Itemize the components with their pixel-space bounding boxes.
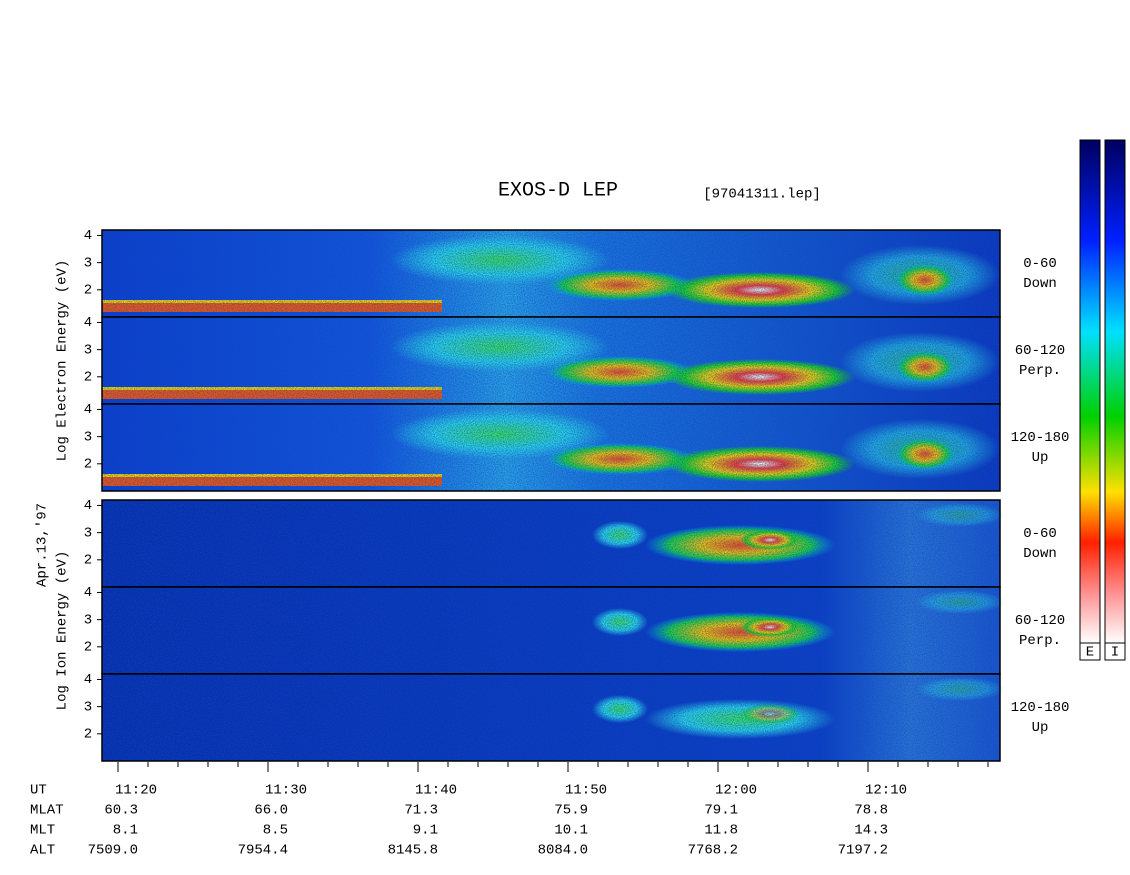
y-tick-label: 3	[84, 342, 92, 358]
panel-direction: Perp.	[1019, 633, 1061, 649]
y-tick-label: 4	[84, 315, 92, 331]
ut-label: 12:10	[865, 783, 907, 799]
spectrogram-panel	[101, 229, 1001, 318]
ephemeris-value: 7954.4	[238, 843, 288, 859]
ephemeris-row-label: MLT	[30, 823, 55, 839]
ephemeris-value: 79.1	[704, 803, 738, 819]
ut-label: 12:00	[715, 783, 757, 799]
ephemeris-value: 78.8	[854, 803, 888, 819]
y-tick-label: 2	[84, 457, 92, 473]
ephemeris-value: 7768.2	[688, 843, 738, 859]
spectrogram-panel	[101, 586, 1005, 675]
ephemeris-value: 8084.0	[538, 843, 588, 859]
panel-frame	[101, 403, 1001, 492]
y-tick-label: 2	[84, 727, 92, 743]
ut-label: 11:50	[565, 783, 607, 799]
noise	[102, 674, 1000, 761]
group-label: Log Ion Energy (eV)	[55, 551, 71, 711]
color-bar	[1079, 139, 1101, 644]
spectrogram-panel	[101, 316, 1001, 405]
y-tick-label: 3	[84, 255, 92, 271]
y-tick-label: 3	[84, 429, 92, 445]
panel-angle: 0-60	[1023, 526, 1057, 542]
ephemeris-value: 66.0	[254, 803, 288, 819]
ephemeris-row-label: MLAT	[30, 803, 64, 819]
ut-label: 11:40	[415, 783, 457, 799]
spectrogram-panel	[101, 499, 1005, 588]
y-tick-label: 4	[84, 498, 92, 514]
color-bar	[1104, 139, 1126, 644]
ut-label: 11:20	[115, 783, 157, 799]
color-bar-label-box	[1079, 642, 1101, 661]
panel-direction: Perp.	[1019, 363, 1061, 379]
ephemeris-value: 60.3	[104, 803, 138, 819]
ephemeris-row-label: UT	[30, 783, 47, 799]
ephemeris-value: 8.5	[263, 823, 288, 839]
title: EXOS-D LEP	[498, 179, 618, 202]
panel-angle: 60-120	[1015, 613, 1065, 629]
y-tick-label: 3	[84, 699, 92, 715]
ephemeris-value: 14.3	[854, 823, 888, 839]
panel-direction: Down	[1023, 276, 1057, 292]
y-tick-label: 4	[84, 585, 92, 601]
ephemeris-row-label: ALT	[30, 843, 55, 859]
y-tick-label: 2	[84, 370, 92, 386]
panel-angle: 120-180	[1011, 430, 1070, 446]
ephemeris-value: 10.1	[554, 823, 588, 839]
panel-frame	[101, 673, 1001, 762]
spectrogram-panel	[101, 403, 1001, 492]
ephemeris-value: 8.1	[113, 823, 138, 839]
y-tick-label: 4	[84, 672, 92, 688]
y-tick-label: 4	[84, 402, 92, 418]
panel-direction: Up	[1032, 450, 1049, 466]
color-bar-label-box	[1104, 642, 1126, 661]
ephemeris-value: 8145.8	[388, 843, 438, 859]
ephemeris-value: 71.3	[404, 803, 438, 819]
spectrogram-panel	[101, 673, 1005, 762]
y-tick-label: 3	[84, 525, 92, 541]
date-label: Apr.13,'97	[35, 503, 51, 587]
noise	[102, 587, 1000, 674]
y-tick-label: 2	[84, 553, 92, 569]
panel-angle: 0-60	[1023, 256, 1057, 272]
color-bar-label: E	[1086, 645, 1094, 661]
group-label: Log Electron Energy (eV)	[55, 260, 71, 462]
panel-angle: 60-120	[1015, 343, 1065, 359]
ephemeris-value: 9.1	[413, 823, 438, 839]
ephemeris-value: 11.8	[704, 823, 738, 839]
noise	[102, 404, 1000, 491]
noise	[102, 230, 1000, 317]
y-tick-label: 2	[84, 640, 92, 656]
ephemeris-value: 75.9	[554, 803, 588, 819]
ephemeris-value: 7197.2	[838, 843, 888, 859]
ut-label: 11:30	[265, 783, 307, 799]
ephemeris-value: 7509.0	[88, 843, 138, 859]
file-name: [97041311.lep]	[703, 187, 821, 203]
panel-angle: 120-180	[1011, 700, 1070, 716]
y-tick-label: 2	[84, 283, 92, 299]
color-bar-label: I	[1111, 645, 1119, 661]
panel-direction: Down	[1023, 546, 1057, 562]
y-tick-label: 4	[84, 228, 92, 244]
noise	[102, 500, 1000, 587]
panel-direction: Up	[1032, 720, 1049, 736]
y-tick-label: 3	[84, 612, 92, 628]
noise	[102, 317, 1000, 404]
